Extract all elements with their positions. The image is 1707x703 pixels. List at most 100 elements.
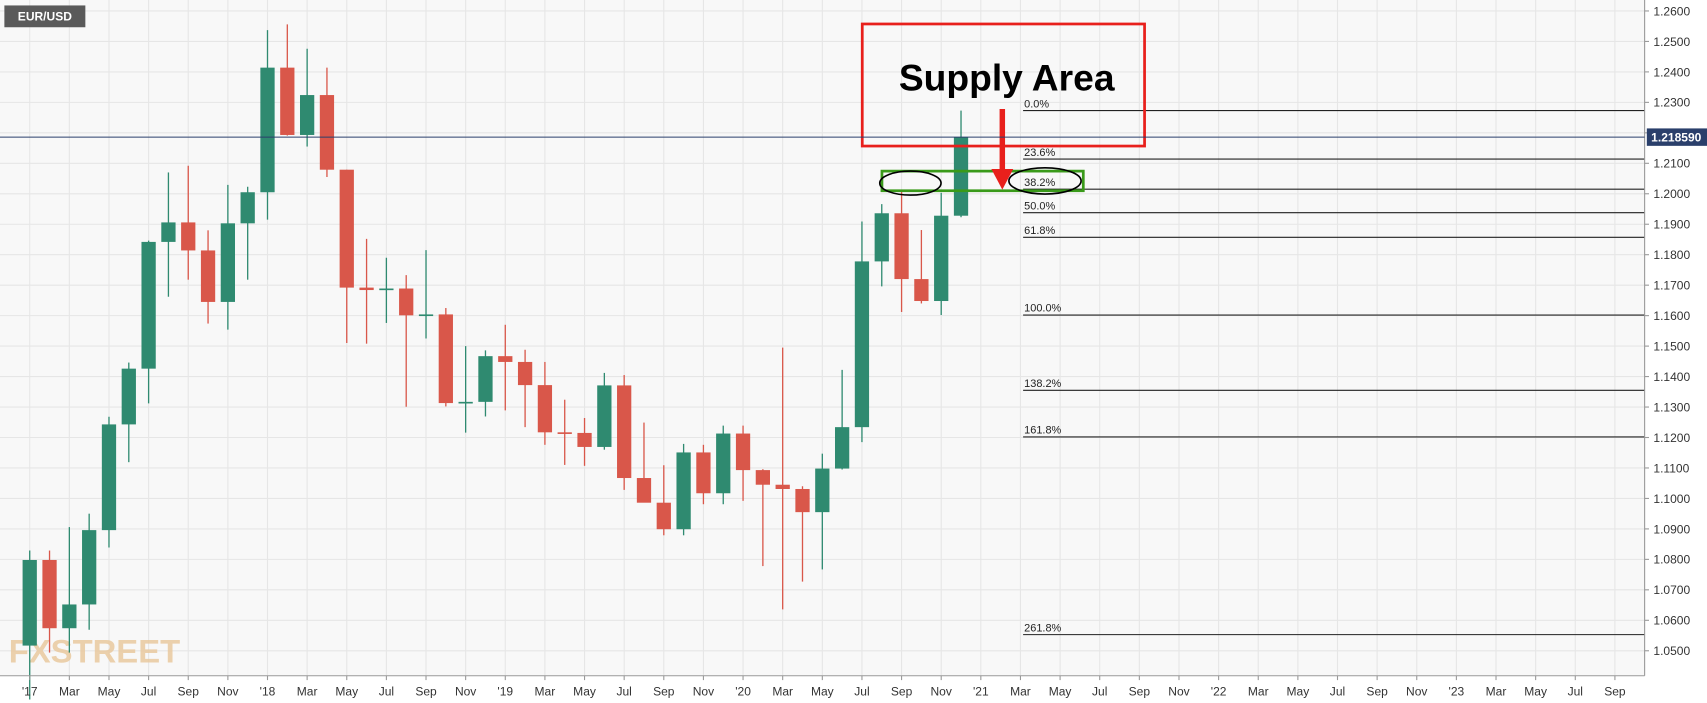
x-tick-label: '23 <box>1449 684 1465 698</box>
candle-body <box>200 250 216 302</box>
y-tick-label: 1.0700 <box>1653 583 1690 597</box>
candle-body <box>537 385 553 433</box>
x-tick-label: Mar <box>1010 684 1031 698</box>
x-tick-label: Jul <box>1092 684 1107 698</box>
x-tick-label: May <box>573 684 596 698</box>
candle-body <box>22 559 37 646</box>
x-tick-label: Sep <box>1129 684 1151 698</box>
candle-body <box>418 314 434 317</box>
fib-label: 61.8% <box>1024 225 1055 237</box>
ellipse <box>1008 167 1082 195</box>
y-tick-label: 1.1300 <box>1653 400 1690 414</box>
x-tick-label: Jul <box>379 684 394 698</box>
x-tick-label: Sep <box>1604 684 1626 698</box>
candle-body <box>260 67 275 193</box>
x-tick-label: Jul <box>141 684 156 698</box>
x-tick-label: Nov <box>693 684 714 698</box>
candle-body <box>577 432 592 447</box>
x-tick-label: '19 <box>497 684 513 698</box>
y-tick-label: 1.2600 <box>1653 4 1690 18</box>
zone-box <box>880 169 1085 193</box>
candle-body <box>399 288 414 316</box>
x-tick-label: Jul <box>1568 684 1583 698</box>
x-tick-label: Sep <box>415 684 437 698</box>
candle-body <box>953 137 969 216</box>
y-tick-label: 1.2100 <box>1653 157 1690 171</box>
price-label: 1.218590 <box>1651 131 1701 145</box>
fib-label: 138.2% <box>1024 378 1061 390</box>
x-tick-label: Jul <box>1330 684 1345 698</box>
x-tick-label: '22 <box>1211 684 1227 698</box>
y-tick-label: 1.0800 <box>1653 553 1690 567</box>
x-tick-label: Nov <box>1168 684 1189 698</box>
candle-body <box>240 192 255 224</box>
candle-body <box>676 452 691 530</box>
x-tick-label: Mar <box>297 684 318 698</box>
candle-body <box>438 314 453 404</box>
symbol-badge <box>4 5 86 28</box>
x-tick-label: May <box>811 684 834 698</box>
x-tick-label: May <box>1524 684 1547 698</box>
candle-body <box>834 427 850 469</box>
candle-body <box>299 95 315 135</box>
fib-label: 23.6% <box>1024 147 1055 159</box>
candle-body <box>557 432 572 434</box>
y-tick-label: 1.1500 <box>1653 339 1690 353</box>
candle-body <box>42 559 57 629</box>
y-tick-label: 1.2500 <box>1653 35 1690 49</box>
candle-body <box>379 288 394 291</box>
y-tick-label: 1.1900 <box>1653 218 1690 232</box>
candles <box>22 24 969 700</box>
x-tick-label: Sep <box>178 684 200 698</box>
y-tick-label: 1.1200 <box>1653 431 1690 445</box>
candle-body <box>181 222 196 251</box>
x-tick-label: Nov <box>931 684 952 698</box>
y-tick-label: 1.1100 <box>1653 461 1689 475</box>
x-tick-label: Sep <box>891 684 913 698</box>
candle-body <box>696 452 711 494</box>
x-tick-label: Nov <box>455 684 476 698</box>
watermark: FXSTREET <box>9 633 180 670</box>
arrow-head <box>991 168 1014 190</box>
candle-body <box>82 530 97 605</box>
candle-body <box>815 468 830 513</box>
candle-body <box>280 67 295 135</box>
y-tick-label: 1.2400 <box>1653 65 1690 79</box>
x-tick-label: Mar <box>772 684 793 698</box>
candle-body <box>597 385 612 447</box>
x-tick-label: Jul <box>854 684 869 698</box>
x-tick-label: Sep <box>1366 684 1388 698</box>
x-tick-label: '17 <box>22 684 38 698</box>
candle-body <box>755 470 771 485</box>
candle-body <box>498 356 513 362</box>
x-tick-label: '20 <box>735 684 751 698</box>
fib-label: 261.8% <box>1024 622 1061 634</box>
x-tick-label: Nov <box>1406 684 1427 698</box>
x-tick-label: May <box>98 684 121 698</box>
x-tick-label: Nov <box>217 684 238 698</box>
candle-body <box>735 433 751 471</box>
y-tick-label: 1.1800 <box>1653 248 1690 262</box>
candle-body <box>716 433 731 494</box>
x-tick-label: Mar <box>1248 684 1269 698</box>
y-tick-label: 1.1700 <box>1653 279 1690 293</box>
candle-body <box>795 488 810 513</box>
fib-label: 38.2% <box>1024 177 1055 189</box>
fib-label: 161.8% <box>1024 425 1061 437</box>
candle-body <box>62 604 77 629</box>
candle-body <box>934 215 949 302</box>
chart-title: EUR/USD <box>18 10 72 24</box>
candle-body <box>478 356 493 402</box>
y-tick-label: 1.1600 <box>1653 309 1690 323</box>
candle-body <box>121 368 136 425</box>
x-tick-label: Sep <box>653 684 675 698</box>
x-tick-label: May <box>335 684 358 698</box>
candle-body <box>894 213 909 280</box>
y-tick-label: 1.1000 <box>1653 492 1690 506</box>
x-tick-label: '21 <box>973 684 989 698</box>
candle-body <box>220 223 236 302</box>
price-badge <box>1646 128 1707 146</box>
candle-body <box>656 502 671 530</box>
